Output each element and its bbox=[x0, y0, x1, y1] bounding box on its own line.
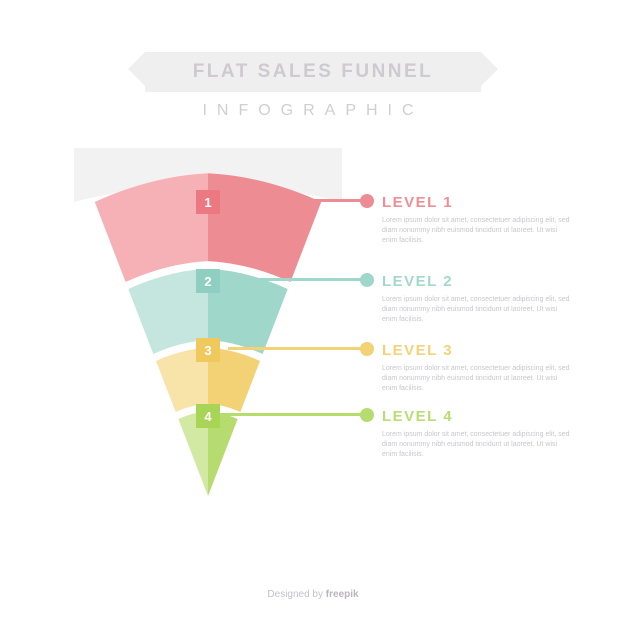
connector-dot-icon bbox=[360, 194, 374, 208]
level-title: LEVEL 4 bbox=[382, 408, 572, 425]
credit-brand: freepik bbox=[326, 589, 359, 600]
connector-line bbox=[228, 347, 364, 350]
connector-line bbox=[228, 278, 364, 281]
level-title: LEVEL 2 bbox=[382, 273, 572, 290]
level-number-badge: 1 bbox=[196, 190, 220, 214]
connector-line bbox=[228, 199, 364, 202]
level-block: LEVEL 1 Lorem ipsum dolor sit amet, conse… bbox=[382, 194, 572, 246]
credit-line: Designed by freepik bbox=[0, 589, 626, 600]
level-title: LEVEL 1 bbox=[382, 194, 572, 211]
level-block: LEVEL 2 Lorem ipsum dolor sit amet, conse… bbox=[382, 273, 572, 325]
infographic-stage: 1 LEVEL 1 Lorem ipsum dolor sit amet, cons… bbox=[0, 0, 626, 626]
level-number-badge: 3 bbox=[196, 338, 220, 362]
level-description: Lorem ipsum dolor sit amet, consectetuer… bbox=[382, 216, 572, 246]
connector-dot-icon bbox=[360, 408, 374, 422]
level-title: LEVEL 3 bbox=[382, 342, 572, 359]
level-description: Lorem ipsum dolor sit amet, consectetuer… bbox=[382, 430, 572, 460]
level-block: LEVEL 3 Lorem ipsum dolor sit amet, conse… bbox=[382, 342, 572, 394]
level-block: LEVEL 4 Lorem ipsum dolor sit amet, conse… bbox=[382, 408, 572, 460]
level-number-badge: 4 bbox=[196, 404, 220, 428]
connector-dot-icon bbox=[360, 342, 374, 356]
credit-prefix: Designed by bbox=[267, 589, 325, 600]
connector-dot-icon bbox=[360, 273, 374, 287]
level-number-badge: 2 bbox=[196, 269, 220, 293]
level-description: Lorem ipsum dolor sit amet, consectetuer… bbox=[382, 295, 572, 325]
connector-line bbox=[216, 413, 364, 416]
level-description: Lorem ipsum dolor sit amet, consectetuer… bbox=[382, 364, 572, 394]
